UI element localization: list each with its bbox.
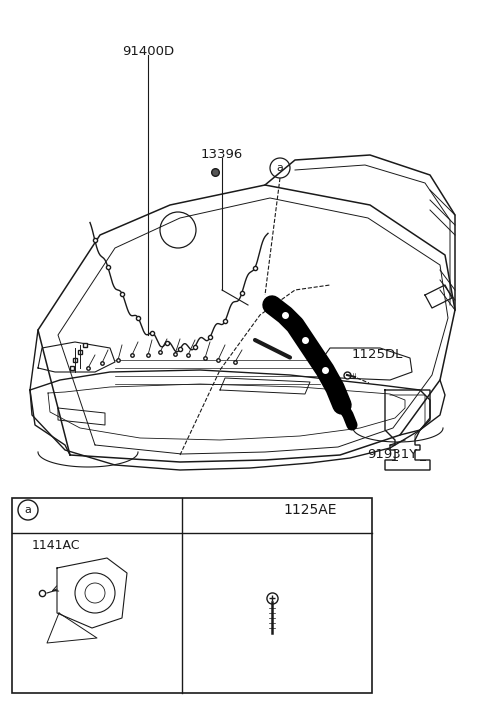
Text: 91931Y: 91931Y: [367, 448, 417, 461]
Text: 1141AC: 1141AC: [32, 539, 81, 552]
Text: a: a: [276, 163, 283, 173]
Text: 91400D: 91400D: [122, 45, 174, 58]
Text: 13396: 13396: [201, 148, 243, 161]
Text: a: a: [24, 505, 31, 515]
Text: 1125DL: 1125DL: [352, 348, 403, 362]
Bar: [12, 498, 372, 693]
Text: 1125AE: 1125AE: [283, 503, 337, 517]
